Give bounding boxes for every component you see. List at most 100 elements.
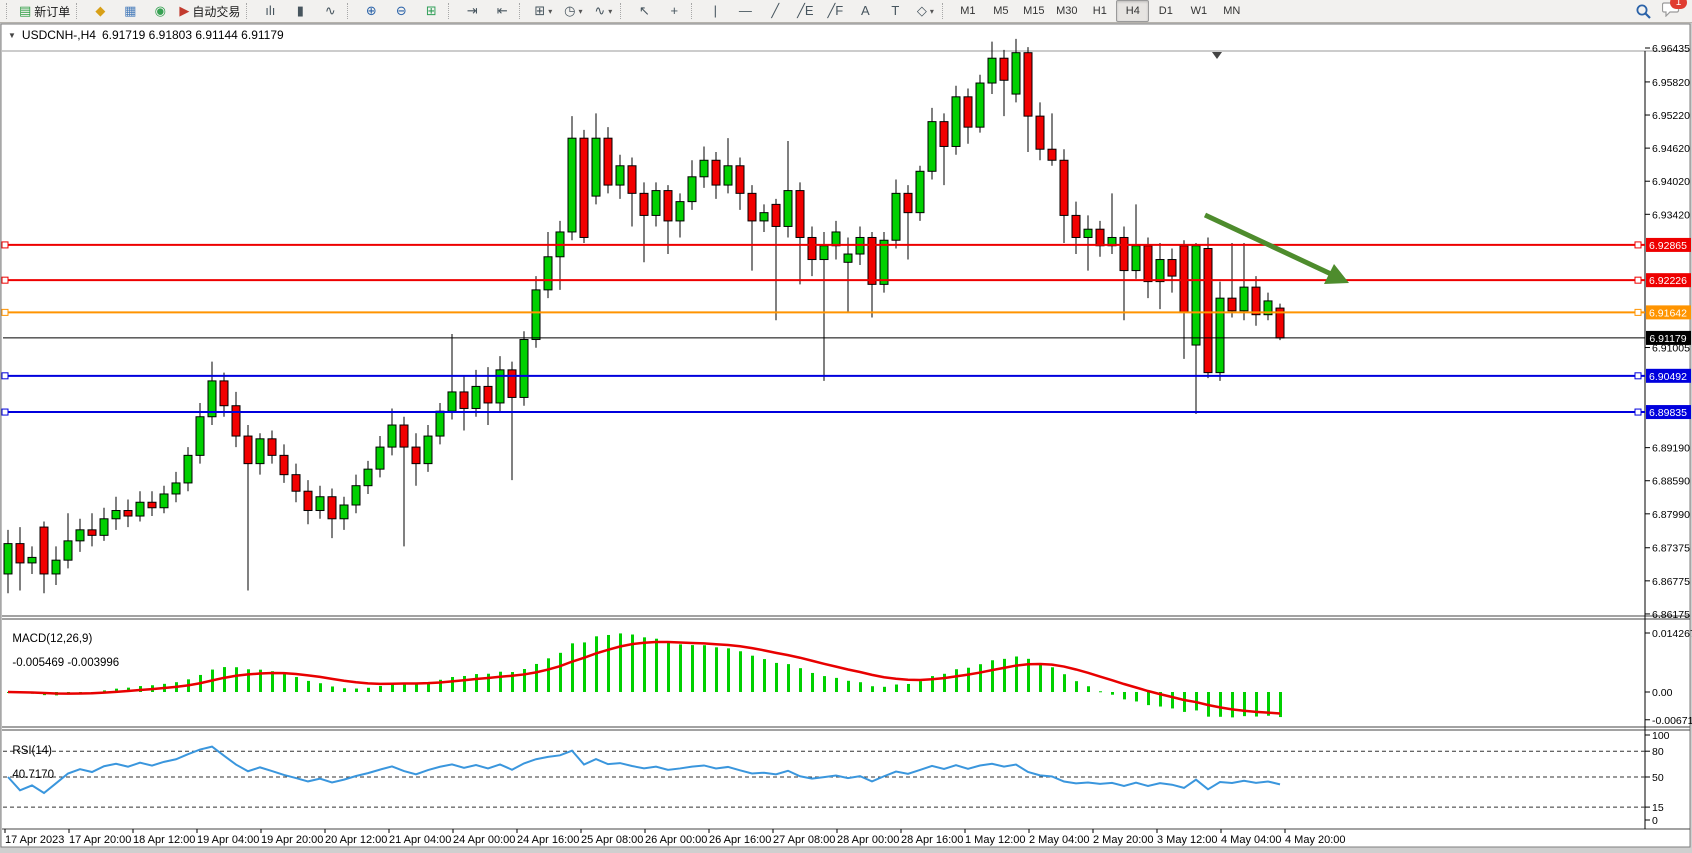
shapes-dropdown-icon[interactable]: ▾	[929, 6, 934, 16]
line-handle[interactable]	[1, 408, 9, 416]
shapes-button[interactable]: ◇ ▾	[910, 0, 940, 22]
timeframe-h1-button[interactable]: H1	[1092, 5, 1107, 17]
candle-body	[1095, 228, 1105, 247]
price-tick-label: 6.88590	[1652, 476, 1690, 488]
templates-button[interactable]: ∿ ▾	[588, 0, 618, 22]
timeframe-w1-button[interactable]: W1	[1190, 5, 1208, 17]
timeframe-m5-button[interactable]: M5	[993, 5, 1009, 17]
periods-dropdown-icon[interactable]: ▾	[578, 6, 583, 16]
macd-histogram-bar	[847, 680, 850, 692]
line-handle[interactable]	[1, 372, 9, 380]
text-label-button[interactable]: T	[880, 0, 910, 22]
candle-body	[327, 496, 337, 520]
notification-badge: 1	[1670, 0, 1687, 9]
chart-shift-button[interactable]: ⇤	[487, 0, 517, 22]
macd-histogram-bar	[475, 674, 478, 692]
macd-histogram-bar	[799, 668, 802, 692]
macd-histogram-bar	[259, 669, 262, 692]
macd-values: -0.005469 -0.003996	[12, 657, 120, 669]
macd-histogram-bar	[103, 690, 106, 692]
text-button[interactable]: A	[850, 0, 880, 22]
line-handle[interactable]	[1, 308, 9, 316]
equidistant-channel-button[interactable]: ╱E	[790, 0, 820, 22]
auto-scroll-button[interactable]: ⇥	[457, 0, 487, 22]
candle-body	[1239, 286, 1249, 312]
strategy-tester-button[interactable]: ◉	[145, 0, 175, 22]
candle-body	[1023, 52, 1033, 117]
timeframe-d1-button[interactable]: D1	[1158, 5, 1173, 17]
time-axis-label: 28 Apr 00:00	[837, 834, 899, 846]
chart-shift-marker[interactable]	[1212, 52, 1222, 59]
line-chart-button[interactable]: ∿	[315, 0, 345, 22]
new-chart-icon: ⊞	[534, 3, 546, 18]
notifications-button[interactable]: 1	[1661, 0, 1687, 22]
timeframe-m1-button[interactable]: M1	[960, 5, 976, 17]
line-handle[interactable]	[1, 241, 9, 249]
main-toolbar: ▤ 新订单 ◆ ▦ ◉ ▶ 自动交易 ılı ▮ ∿ ⊕ ⊖ ⊞ ⇥ ⇤ ⊞ ▾ ◷ ▾ ∿ ▾ ↖ + | — ╱ ╱E ╱F A T ◇…	[0, 0, 1692, 23]
macd-histogram-bar	[859, 682, 862, 692]
zoom-in-button[interactable]: ⊕	[356, 0, 386, 22]
zoom-in-icon: ⊕	[365, 3, 377, 18]
candle-body	[411, 446, 421, 465]
new-chart-dropdown-icon[interactable]: ▾	[548, 6, 553, 16]
candle-body	[519, 339, 529, 398]
autotrading-icon: ▶	[179, 3, 190, 18]
line-handle[interactable]	[1634, 276, 1642, 284]
new-order-label: 新订单	[34, 4, 71, 19]
macd-histogram-bar	[763, 659, 766, 692]
autotrading-button[interactable]: ▶ 自动交易	[175, 0, 244, 22]
periods-button[interactable]: ◷ ▾	[558, 0, 588, 22]
ohlc-readout: 6.91719 6.91803 6.91144 6.91179	[101, 28, 284, 42]
candle-body	[951, 96, 961, 147]
new-order-icon: ▤	[19, 3, 32, 18]
macd-histogram-bar	[1039, 663, 1042, 692]
templates-dropdown-icon[interactable]: ▾	[608, 6, 613, 16]
candle-body	[159, 493, 169, 509]
new-chart-button[interactable]: ⊞ ▾	[528, 0, 558, 22]
candle-body	[99, 518, 109, 536]
macd-histogram-bar	[1123, 692, 1126, 700]
timeframe-m15-button[interactable]: M15	[1023, 5, 1045, 17]
time-axis-label: 27 Apr 08:00	[773, 834, 835, 846]
trend-arrow[interactable]	[1203, 212, 1333, 277]
macd-histogram-bar	[775, 662, 778, 692]
line-handle[interactable]	[1634, 408, 1642, 416]
one-click-collapse-icon[interactable]: ▼	[8, 30, 16, 40]
macd-histogram-bar	[523, 669, 526, 692]
macd-histogram-bar	[979, 664, 982, 692]
search-icon[interactable]	[1635, 3, 1652, 20]
candle-body	[567, 137, 577, 233]
line-handle[interactable]	[1634, 372, 1642, 380]
market-watch-button[interactable]: ◆	[85, 0, 115, 22]
horizontal-line-button[interactable]: —	[730, 0, 760, 22]
time-axis-label: 24 Apr 00:00	[453, 834, 515, 846]
candle-body	[1047, 148, 1057, 161]
fibonacci-button[interactable]: ╱F	[820, 0, 850, 22]
candle-body	[807, 236, 817, 261]
new-order-button[interactable]: ▤ 新订单	[15, 0, 74, 22]
macd-signal-line	[7, 640, 1281, 715]
bar-chart-button[interactable]: ılı	[255, 0, 285, 22]
tile-windows-button[interactable]: ⊞	[416, 0, 446, 22]
candle-body	[711, 159, 721, 186]
crosshair-button[interactable]: +	[659, 0, 689, 22]
zoom-out-button[interactable]: ⊖	[386, 0, 416, 22]
data-window-button[interactable]: ▦	[115, 0, 145, 22]
trendline-button[interactable]: ╱	[760, 0, 790, 22]
timeframe-mn-button[interactable]: MN	[1223, 5, 1241, 17]
trend-arrow-head[interactable]	[1324, 264, 1349, 284]
line-handle[interactable]	[1634, 241, 1642, 249]
chart-canvas[interactable]: 6.96435 6.95820 6.95220 6.94620 6.94020 6.934…	[0, 23, 1692, 853]
candlestick-chart-button[interactable]: ▮	[285, 0, 315, 22]
line-handle[interactable]	[1634, 308, 1642, 316]
timeframe-h4-button[interactable]: H4	[1116, 0, 1150, 22]
cursor-button[interactable]: ↖	[629, 0, 659, 22]
macd-histogram-bar	[1159, 692, 1162, 707]
macd-histogram-bar	[415, 683, 418, 692]
price-tick-label: 6.87375	[1652, 543, 1690, 555]
line-handle[interactable]	[1, 276, 9, 284]
macd-histogram-bar	[235, 667, 238, 692]
macd-histogram-bar	[1027, 658, 1030, 692]
timeframe-m30-button[interactable]: M30	[1056, 5, 1078, 17]
vertical-line-button[interactable]: |	[700, 0, 730, 22]
